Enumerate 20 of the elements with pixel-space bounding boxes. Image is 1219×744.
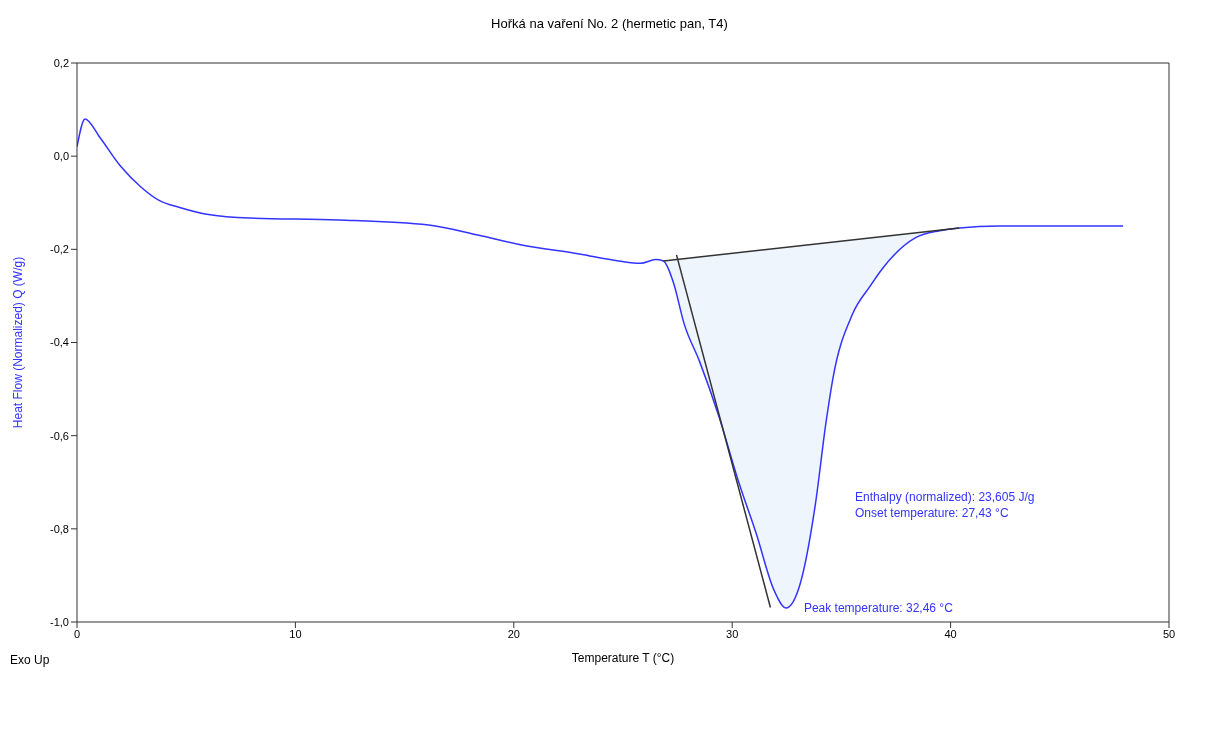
- y-tick-label: -0,4: [50, 336, 69, 349]
- x-axis-title: Temperature T (°C): [571, 651, 675, 665]
- annotation: Peak temperature: 32,46 °C: [803, 601, 954, 616]
- y-tick-label: 0,2: [53, 56, 69, 69]
- y-tick-label: -0,8: [50, 522, 69, 535]
- y-tick-label: 0,0: [53, 150, 69, 163]
- x-tick-label: 50: [1162, 627, 1176, 640]
- annotation: Onset temperature: 27,43 °C: [855, 506, 1009, 520]
- chart-title: Hořká na vaření No. 2 (hermetic pan, T4): [490, 16, 729, 31]
- x-tick-label: 20: [507, 627, 520, 640]
- x-tick-label: 30: [726, 627, 739, 640]
- text: Exo Up: [10, 653, 50, 667]
- annotation: Enthalpy (normalized): 23,605 J/g: [855, 490, 1035, 504]
- x-tick-label: 10: [289, 627, 302, 640]
- x-tick-label: 40: [944, 627, 957, 640]
- y-tick-label: -1,0: [50, 615, 69, 628]
- y-tick-label: -0,2: [50, 243, 69, 256]
- x-tick-label: 0: [73, 627, 81, 640]
- y-tick-label: -0,6: [50, 429, 69, 442]
- y-axis-title: Heat Flow (Normalized) Q (W/g): [11, 256, 26, 429]
